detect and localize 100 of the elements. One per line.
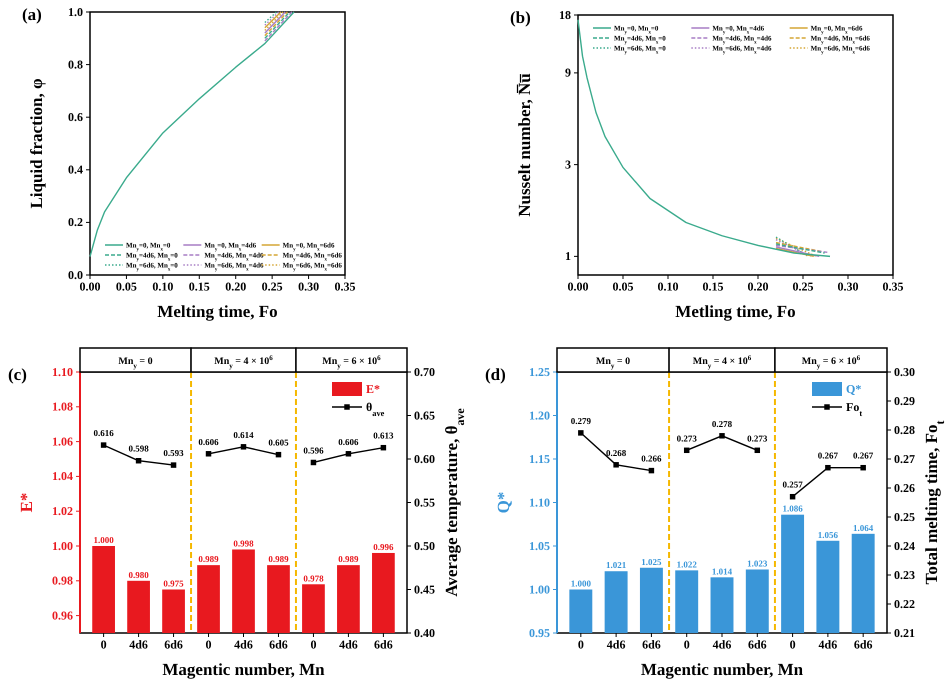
line-series <box>89 11 295 258</box>
y-tick-label: 0.4 <box>68 162 83 177</box>
y-tick-label: 18 <box>559 8 571 22</box>
point <box>719 433 725 439</box>
data-label: 0.598 <box>128 444 150 454</box>
y-tick-label: 1.00 <box>52 538 73 553</box>
data-label: 0.273 <box>747 433 768 444</box>
x-tick-label: 6d6 <box>374 638 393 652</box>
x-tick-label: 4d6 <box>234 638 253 652</box>
x-tick-label: 0 <box>578 638 584 652</box>
data-label: 0.989 <box>338 554 360 564</box>
y2-tick-label: 0.25 <box>894 510 915 524</box>
y-tick-label: 1.05 <box>529 538 550 553</box>
y-tick-label: 3 <box>565 157 571 172</box>
x-tick-label: 0 <box>206 638 212 652</box>
y2-tick-label: 0.26 <box>894 480 915 495</box>
data-label: 1.086 <box>782 504 804 514</box>
chart-title: (d) <box>485 365 506 384</box>
x-tick-label: 0 <box>684 638 690 652</box>
y-axis-title: Nusselt number, N̅u̅ <box>515 73 534 217</box>
x-axis-title: Metling time, Fo <box>675 302 796 321</box>
x-tick-label: 0.10 <box>658 280 678 294</box>
chart-title: (a) <box>22 5 42 24</box>
legend-label: θ$_{ave}$ <box>366 400 385 418</box>
point <box>100 442 106 448</box>
x-tick-label: 0.05 <box>116 280 137 294</box>
point <box>310 460 316 466</box>
y-tick-label: 1.10 <box>529 495 550 510</box>
y-tick-label: 1.00 <box>529 582 550 596</box>
data-label: 0.257 <box>782 480 804 490</box>
x-axis-title: Magentic number, Mn <box>162 660 326 679</box>
data-label: 0.267 <box>818 450 839 461</box>
point <box>136 458 142 464</box>
y2-tick-label: 0.22 <box>894 596 915 611</box>
y-tick-label: 1.15 <box>529 452 550 466</box>
data-label: 0.273 <box>676 433 698 444</box>
x-tick-label: 0.20 <box>225 280 246 294</box>
text: Mn$_{y}$ = 4 × 10$^{6}$ <box>214 354 274 370</box>
point <box>684 448 690 454</box>
point <box>648 468 654 474</box>
text: Mn$_{y}$ = 6 × 10$^{6}$ <box>322 354 382 370</box>
y-tick-label: 1.0 <box>68 4 83 19</box>
data-label: 1.056 <box>818 530 839 540</box>
x-tick-label: 0.30 <box>838 280 858 294</box>
legend-label: E* <box>366 382 380 396</box>
point <box>380 444 386 450</box>
text: Mn$_{y}$ = 0 <box>596 356 630 370</box>
y2-tick-label: 0.55 <box>414 495 435 510</box>
y-tick-label: 0.2 <box>68 215 83 230</box>
data-label: 0.268 <box>606 448 627 458</box>
x-tick-label: 0.00 <box>80 280 100 294</box>
point <box>825 464 831 470</box>
point <box>754 448 760 454</box>
x-tick-label: 4d6 <box>129 638 148 652</box>
point <box>860 464 866 470</box>
x-tick-label: 6d6 <box>642 638 661 652</box>
x-tick-label: 0.05 <box>612 280 634 294</box>
y-tick-label: 0.8 <box>68 57 83 72</box>
x-tick-label: 0.10 <box>152 280 174 294</box>
y-tick-label: 1.08 <box>52 400 73 414</box>
data-label: 0.616 <box>93 428 114 438</box>
y-axis-title: Liquid fraction, φ <box>27 78 46 209</box>
x-tick-label: 4d6 <box>339 638 358 652</box>
y-tick-label: 1.25 <box>529 364 550 379</box>
x-tick-label: 4d6 <box>712 638 732 652</box>
x-axis-title: Magentic number, Mn <box>640 660 804 679</box>
data-label: 0.605 <box>268 438 290 448</box>
y2-tick-label: 0.28 <box>894 422 915 437</box>
point <box>206 451 212 457</box>
y-axis-title: Q* <box>494 492 513 514</box>
data-label: 0.978 <box>303 573 324 584</box>
x-tick-label: 4d6 <box>606 638 626 652</box>
data-label: 0.606 <box>338 436 360 447</box>
x-tick-label: 0.15 <box>702 280 724 294</box>
x-tick-label: 6d6 <box>854 638 873 652</box>
data-label: 0.596 <box>303 445 324 456</box>
x-tick-label: 0 <box>100 638 107 652</box>
y-tick-label: 1 <box>565 249 571 264</box>
y2-tick-label: 0.50 <box>414 538 435 553</box>
data-label: 1.025 <box>641 556 662 567</box>
x-tick-label: 0.30 <box>298 280 320 294</box>
x-tick-label: 4d6 <box>818 638 838 652</box>
y2-tick-label: 0.30 <box>894 364 915 379</box>
y-tick-label: 0.0 <box>68 268 83 282</box>
y2-tick-label: 0.23 <box>894 568 915 582</box>
data-label: 0.266 <box>641 454 662 464</box>
point <box>346 451 352 457</box>
y2-tick-label: 0.70 <box>414 364 435 379</box>
chart-title: (b) <box>510 8 531 27</box>
data-label: 0.593 <box>163 448 184 458</box>
x-tick-label: 0 <box>310 638 316 652</box>
point <box>613 462 619 468</box>
x-tick-label: 6d6 <box>748 638 767 652</box>
text: Mn$_{y}$ = 6 × 10$^{6}$ <box>802 354 861 370</box>
y-tick-label: 1.04 <box>52 469 73 484</box>
y2-tick-label: 0.40 <box>414 626 435 640</box>
x-tick-label: 0.35 <box>882 280 904 294</box>
x-tick-label: 6d6 <box>269 638 288 652</box>
x-tick-label: 0 <box>790 638 796 652</box>
y2-tick-label: 0.27 <box>894 452 915 466</box>
